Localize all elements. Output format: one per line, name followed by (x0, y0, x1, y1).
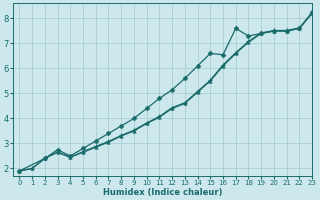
X-axis label: Humidex (Indice chaleur): Humidex (Indice chaleur) (103, 188, 222, 197)
